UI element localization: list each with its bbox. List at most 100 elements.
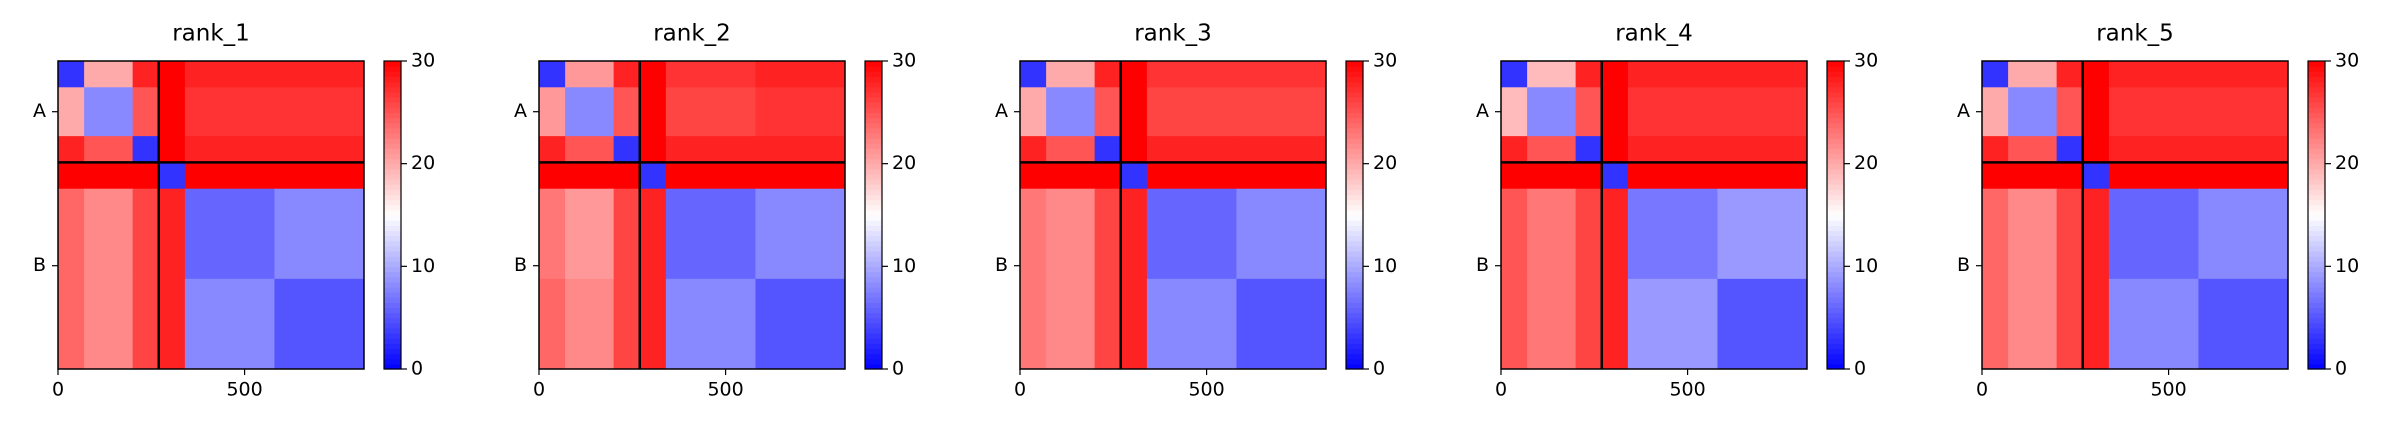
heatmap-cell [755, 188, 846, 280]
colorbar-step [1827, 230, 1844, 237]
colorbar-step [2308, 184, 2325, 190]
colorbar-step [2308, 66, 2325, 72]
colorbar-step [384, 240, 401, 247]
colorbar-step [2308, 143, 2325, 149]
colorbar-step [384, 61, 401, 67]
x-tick-label: 500 [1188, 379, 1224, 401]
heatmap-cell [132, 61, 160, 88]
heatmap-cell [1046, 136, 1096, 163]
colorbar-step [384, 91, 401, 98]
colorbar-step [384, 138, 401, 144]
colorbar-tick-label: 20 [2335, 152, 2359, 174]
heatmap-cell [158, 87, 186, 137]
colorbar-step [384, 338, 401, 344]
heatmap-cell [1717, 136, 1808, 163]
colorbar-step [2308, 286, 2325, 293]
colorbar-step [1827, 117, 1844, 124]
colorbar-step [865, 168, 882, 175]
colorbar-step [1827, 96, 1844, 103]
colorbar-step [1827, 132, 1844, 139]
colorbar-step [2308, 225, 2325, 231]
heatmap-cell [1020, 188, 1047, 280]
heatmap-cell [1120, 136, 1148, 163]
heatmap-cell [2008, 61, 2058, 88]
heatmap-cell [2008, 162, 2058, 190]
heatmap-cell [132, 278, 160, 370]
heatmap-cell [1982, 162, 2009, 190]
colorbar-step [384, 256, 401, 262]
colorbar-step [865, 163, 882, 170]
colorbar-step [384, 199, 401, 206]
colorbar-step [1346, 107, 1363, 113]
colorbar-step [1346, 281, 1363, 288]
heatmap-cell [755, 61, 846, 88]
colorbar-step [1346, 245, 1363, 252]
colorbar-step [2308, 363, 2325, 370]
colorbar-step [1827, 245, 1844, 252]
heatmap-cell [1501, 188, 1528, 280]
plot-frame [57, 60, 365, 370]
colorbar-step [2308, 61, 2325, 67]
colorbar-step [384, 250, 401, 257]
colorbar-step [865, 230, 882, 237]
colorbar-step [1827, 158, 1844, 165]
heatmap-cell [539, 278, 566, 370]
heatmap-cell [58, 278, 85, 370]
heatmap-cell [1094, 61, 1122, 88]
heatmap-cell [1527, 61, 1577, 88]
colorbar-step [2308, 245, 2325, 252]
colorbar-step [1346, 256, 1363, 262]
colorbar-step [865, 158, 882, 165]
colorbar-frame [2307, 60, 2326, 370]
colorbar-step [1346, 117, 1363, 124]
colorbar-step [1346, 240, 1363, 247]
heatmap-cell [565, 61, 615, 88]
heatmap-cell [1146, 61, 1237, 88]
colorbar-step [1346, 261, 1363, 267]
colorbar-step [1827, 276, 1844, 283]
heatmap-cell [2198, 278, 2289, 370]
colorbar-step [1827, 348, 1844, 355]
heatmap-cell [1982, 87, 2009, 137]
colorbar-step [1346, 61, 1363, 67]
heatmap-cell [2108, 61, 2199, 88]
colorbar-step [1346, 307, 1363, 314]
colorbar-step [865, 148, 882, 154]
heatmap-cell [1627, 87, 1718, 137]
heatmap-cell [1717, 188, 1808, 280]
plot-frame [1500, 60, 1808, 370]
colorbar-step [1827, 138, 1844, 144]
heatmap-cell [2108, 188, 2199, 280]
colorbar-step [2308, 230, 2325, 237]
heatmap-cell [1501, 61, 1528, 88]
colorbar-step [1827, 220, 1844, 226]
heatmap-cell [84, 87, 134, 137]
heatmap-cell [2056, 87, 2084, 137]
heatmap-cell [58, 136, 85, 163]
heatmap-cell [665, 188, 756, 280]
heatmap-cell [1601, 162, 1629, 190]
colorbar-step [865, 127, 882, 134]
y-tick-label: A [33, 100, 46, 122]
colorbar-step [1827, 173, 1844, 180]
heatmap-cell [1120, 87, 1148, 137]
y-tick-label: B [514, 254, 527, 276]
colorbar-step [2308, 276, 2325, 283]
colorbar-step [865, 199, 882, 206]
heatmap-cell [2198, 87, 2289, 137]
colorbar-step [384, 276, 401, 283]
heatmap-cell [1146, 87, 1237, 137]
colorbar-step [384, 235, 401, 242]
colorbar-step [865, 292, 882, 298]
heatmap-cell [665, 278, 756, 370]
colorbar-step [384, 148, 401, 154]
colorbar-step [1827, 107, 1844, 113]
colorbar-step [1346, 363, 1363, 370]
colorbar-step [1346, 327, 1363, 334]
colorbar-frame [1826, 60, 1845, 370]
colorbar-step [384, 112, 401, 119]
colorbar-tick-label: 0 [411, 358, 423, 380]
heatmap-cell [1120, 162, 1148, 190]
y-tick-label: B [1476, 254, 1489, 276]
colorbar-step [1827, 143, 1844, 149]
